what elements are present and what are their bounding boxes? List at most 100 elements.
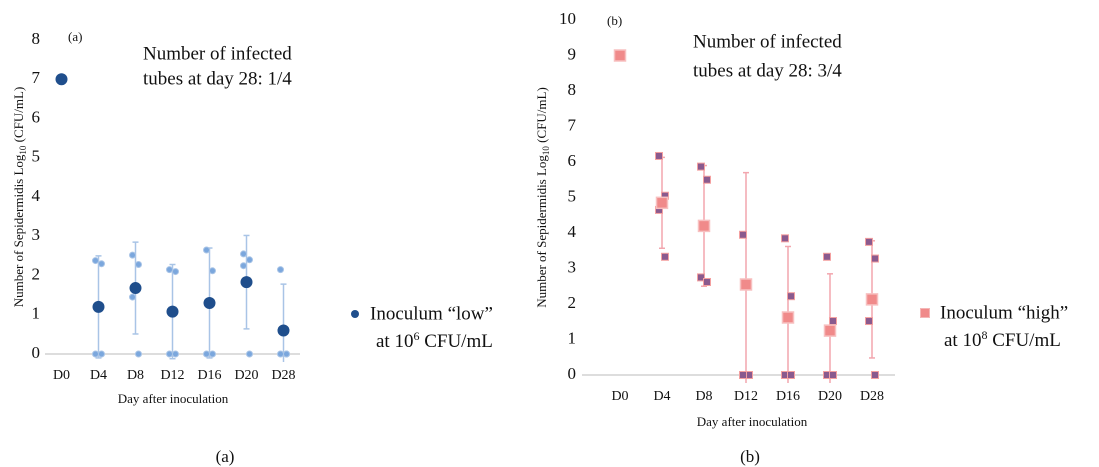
data-point bbox=[203, 246, 210, 254]
legend-part: CFU/mL bbox=[419, 331, 492, 352]
mean-point bbox=[613, 49, 627, 62]
data-point bbox=[98, 350, 105, 358]
y-tick-label: 6 bbox=[568, 151, 577, 170]
data-point bbox=[172, 268, 179, 276]
legend-text: at 106 CFU/mL bbox=[376, 329, 493, 353]
panel-label: (a) bbox=[68, 29, 82, 44]
y-tick-label: 5 bbox=[568, 186, 577, 205]
annotation: Number of infected bbox=[693, 31, 842, 52]
y-axis-label: Number of Sepidermidis Log10 (CFU/mL) bbox=[534, 87, 551, 308]
data-point bbox=[203, 350, 210, 358]
x-tick-label: D16 bbox=[776, 389, 800, 404]
legend-text: Inoculum “high” bbox=[940, 302, 1068, 323]
y-tick-label: 8 bbox=[568, 80, 577, 99]
mean-point bbox=[655, 196, 669, 210]
data-point bbox=[781, 234, 789, 243]
data-point bbox=[829, 371, 837, 379]
data-point bbox=[172, 350, 179, 358]
x-tick-label: D28 bbox=[271, 368, 295, 383]
y-tick-label: 2 bbox=[32, 264, 41, 283]
y-tick-label: 1 bbox=[568, 328, 577, 347]
legend-text: Inoculum “low” bbox=[370, 303, 493, 324]
mean-point bbox=[166, 305, 179, 318]
panel-label: (b) bbox=[607, 13, 622, 28]
y-tick-label: 1 bbox=[32, 304, 41, 323]
label-sub: 10 bbox=[18, 145, 28, 155]
data-point bbox=[655, 151, 663, 160]
mean-point bbox=[865, 293, 879, 306]
y-tick-label: 8 bbox=[32, 29, 41, 48]
data-point bbox=[661, 252, 669, 261]
panel: 0 1 2 3 4 5 6 7 8 Number of Sepidermidis Log10 (C… bbox=[11, 29, 493, 466]
y-tick-label: 4 bbox=[32, 186, 41, 205]
data-point bbox=[277, 266, 284, 274]
y-tick-label: 3 bbox=[568, 257, 577, 276]
annotation: tubes at day 28: 1/4 bbox=[143, 68, 292, 89]
x-tick-label: D0 bbox=[53, 368, 70, 383]
data-point bbox=[92, 257, 99, 265]
mean-point bbox=[129, 282, 142, 295]
x-tick-label: D16 bbox=[197, 368, 221, 383]
mean-point bbox=[823, 324, 837, 337]
x-tick-label: D28 bbox=[860, 389, 884, 404]
data-point bbox=[739, 371, 747, 379]
label-part: Number of Sepidermidis Log bbox=[534, 155, 549, 308]
data-point bbox=[703, 175, 711, 184]
data-point bbox=[209, 350, 216, 358]
legend-marker bbox=[920, 308, 930, 318]
x-tick-label: D20 bbox=[234, 368, 258, 383]
data-point bbox=[871, 254, 879, 263]
data-point bbox=[283, 350, 290, 358]
data-point bbox=[865, 237, 873, 246]
data-point bbox=[166, 266, 173, 274]
data-point bbox=[240, 250, 247, 258]
y-tick-label: 7 bbox=[32, 68, 41, 87]
y-tick-label: 3 bbox=[32, 225, 41, 244]
legend-text: at 108 CFU/mL bbox=[944, 328, 1061, 352]
mean-point bbox=[240, 276, 253, 289]
x-axis-label: Day after inoculation bbox=[697, 414, 808, 429]
mean-point bbox=[697, 219, 711, 233]
legend-part: at 10 bbox=[944, 330, 981, 351]
x-tick-label: D0 bbox=[611, 389, 628, 404]
x-tick-label: D12 bbox=[734, 389, 758, 404]
data-point bbox=[703, 277, 711, 286]
y-tick-label: 9 bbox=[568, 44, 577, 63]
x-tick-label: D4 bbox=[90, 368, 107, 383]
label-part: Number of Sepidermidis Log bbox=[11, 154, 26, 307]
data-point bbox=[787, 371, 795, 379]
legend-marker bbox=[351, 310, 359, 318]
mean-point bbox=[203, 296, 216, 309]
data-point bbox=[166, 350, 173, 358]
label-sub: 10 bbox=[541, 146, 551, 156]
data-point bbox=[240, 262, 247, 270]
data-point bbox=[277, 350, 284, 358]
y-tick-label: 0 bbox=[568, 364, 577, 383]
data-point bbox=[739, 230, 747, 239]
caption: (b) bbox=[740, 447, 760, 466]
data-point bbox=[246, 350, 253, 358]
annotation: Number of infected bbox=[143, 43, 292, 64]
y-tick-label: 7 bbox=[568, 115, 577, 134]
y-tick-label: 10 bbox=[559, 9, 576, 28]
data-point bbox=[697, 273, 705, 282]
mean-point bbox=[277, 324, 290, 337]
data-point bbox=[697, 162, 705, 171]
x-tick-label: D12 bbox=[160, 368, 184, 383]
legend-sup: 6 bbox=[413, 329, 419, 343]
annotation: tubes at day 28: 3/4 bbox=[693, 60, 842, 81]
mean-point bbox=[92, 300, 105, 313]
data-point bbox=[92, 350, 99, 358]
caption: (a) bbox=[216, 447, 235, 466]
mean-point bbox=[781, 311, 795, 324]
y-tick-label: 4 bbox=[568, 222, 577, 241]
data-point bbox=[135, 261, 142, 269]
data-point bbox=[135, 350, 142, 358]
data-point bbox=[823, 252, 831, 261]
data-point bbox=[865, 317, 873, 326]
y-tick-label: 2 bbox=[568, 293, 577, 312]
data-point bbox=[787, 292, 795, 301]
x-tick-label: D20 bbox=[818, 389, 842, 404]
